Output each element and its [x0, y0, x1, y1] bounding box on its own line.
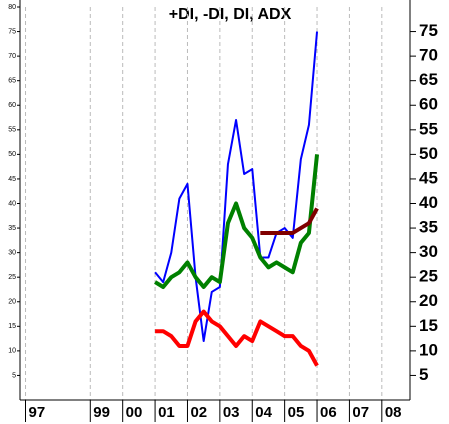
x-tick-label: 06: [320, 404, 337, 421]
y-tick-label: 80: [8, 4, 16, 11]
x-tick-label: 05: [288, 404, 305, 421]
x-tick-label: 03: [223, 404, 240, 421]
y2-tick-label: 65: [419, 70, 438, 89]
y2-tick-label: 30: [419, 242, 438, 261]
y2-tick-label: 15: [419, 316, 438, 335]
y-tick-label: 10: [8, 348, 16, 355]
x-tick-label: 02: [190, 404, 207, 421]
x-tick-label: 97: [29, 404, 46, 421]
series-line: [154, 154, 320, 290]
y2-tick-label: 55: [419, 119, 438, 138]
y2-tick-label: 20: [419, 291, 438, 310]
y2-tick-label: 25: [419, 267, 438, 286]
y-tick-label: 40: [8, 200, 16, 207]
x-tick-label: 99: [93, 404, 110, 421]
y2-tick-label: 5: [419, 365, 428, 384]
y-tick-label: 5: [12, 372, 16, 379]
series-line: [154, 31, 319, 343]
x-tick-label: 04: [255, 404, 272, 421]
y-tick-label: 35: [8, 225, 16, 232]
series-line: [260, 207, 319, 235]
y2-tick-label: 50: [419, 144, 438, 163]
series-line: [155, 309, 319, 367]
y2-tick-label: 70: [419, 46, 438, 65]
y-tick-label: 60: [8, 102, 16, 109]
x-tick-label: 01: [158, 404, 175, 421]
y2-tick-label: 75: [419, 21, 438, 40]
x-tick-label: 08: [385, 404, 402, 421]
y-tick-label: 45: [8, 176, 16, 183]
x-tick-label: 07: [352, 404, 369, 421]
y-tick-label: 25: [8, 274, 16, 281]
y2-tick-label: 60: [419, 95, 438, 114]
y-tick-label: 30: [8, 249, 16, 256]
chart-title: +DI, -DI, DI, ADX: [169, 6, 292, 23]
y2-tick-label: 35: [419, 218, 438, 237]
y-tick-label: 70: [8, 53, 16, 60]
y2-tick-label: 10: [419, 340, 438, 359]
y-tick-label: 50: [8, 151, 16, 158]
y2-tick-label: 45: [419, 168, 438, 187]
y-tick-label: 15: [8, 323, 16, 330]
y-tick-label: 55: [8, 127, 16, 134]
y-tick-label: 20: [8, 299, 16, 306]
x-tick-label: 00: [126, 404, 143, 421]
y2-tick-label: 40: [419, 193, 438, 212]
y-tick-label: 65: [8, 78, 16, 85]
y-tick-label: 75: [8, 28, 16, 35]
